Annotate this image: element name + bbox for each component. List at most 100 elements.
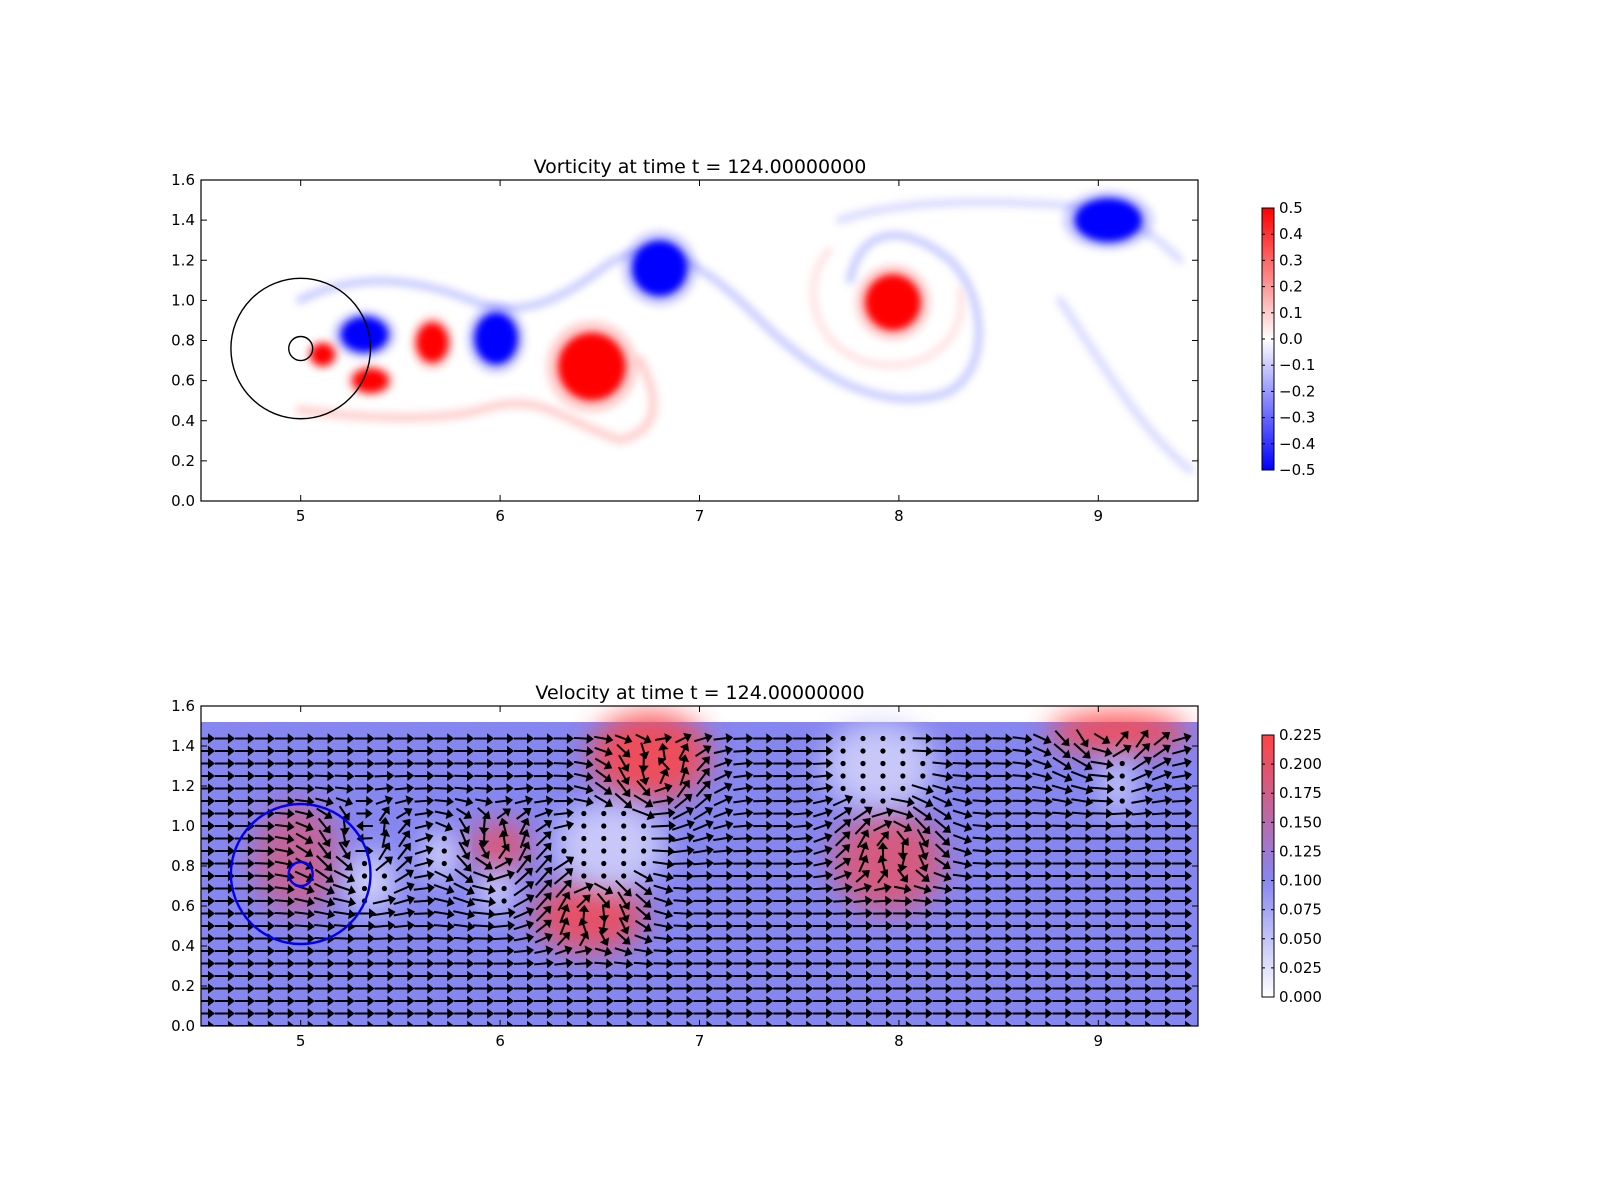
quiver-arrow [932, 795, 953, 808]
quiver-arrow [274, 846, 295, 857]
quiver-arrow [713, 858, 734, 869]
quiver-arrow [694, 732, 713, 743]
quiver-arrow [893, 820, 913, 833]
quiver-arrow [513, 907, 535, 919]
quiver-arrow [673, 908, 694, 919]
quiver-arrow [397, 842, 411, 860]
quiver-arrow [1132, 958, 1153, 969]
quiver-arrow [414, 920, 435, 932]
quiver-arrow [201, 1020, 215, 1026]
quiver-arrow [793, 958, 814, 969]
quiver-arrow [494, 970, 515, 982]
quiver-arrow [835, 844, 851, 859]
quiver-arrow [354, 933, 375, 944]
quiver-arrow [514, 783, 534, 794]
quiver-arrow [892, 1020, 913, 1026]
quiver-arrow [493, 920, 516, 931]
quiver-arrow [1070, 770, 1094, 783]
quiver-arrow [594, 958, 614, 969]
quiver-arrow [613, 1020, 634, 1026]
quiver-arrow [313, 909, 336, 920]
quiver-arrow [733, 820, 754, 831]
quiver-arrow [753, 883, 774, 894]
quiver-arrow [1112, 908, 1133, 919]
quiver-arrow [1012, 733, 1033, 745]
quiver-arrow [992, 808, 1013, 819]
quiver-arrow [1072, 820, 1093, 832]
quiver-arrow [813, 832, 833, 843]
quiver-arrow [1131, 756, 1152, 771]
quiver-arrow [334, 983, 355, 994]
quiver-arrow [912, 995, 933, 1007]
quiver-arrow [214, 745, 235, 757]
quiver-arrow [394, 933, 415, 944]
quiver-arrow [214, 895, 235, 907]
quiver-arrow [952, 871, 973, 882]
quiver-arrow [274, 733, 295, 744]
quiver-arrow [992, 770, 1013, 782]
quiver-arrow [1052, 895, 1073, 907]
quiver-arrow [434, 733, 455, 744]
quiver-arrow [578, 931, 590, 947]
quiver-arrow [518, 841, 531, 862]
quiver-arrow [535, 854, 552, 874]
quiver-arrow [374, 945, 395, 957]
quiver-arrow [1092, 883, 1113, 894]
negative-vortex [340, 316, 389, 353]
quiver-arrow [812, 782, 834, 794]
colorbar-tick-label: 0.2 [1279, 278, 1303, 296]
quiver-arrow [992, 758, 1013, 769]
quiver-arrow [892, 920, 913, 932]
quiver-arrow [474, 1008, 495, 1019]
quiver-dot [840, 748, 846, 754]
quiver-arrow [474, 733, 495, 744]
quiver-dot [601, 860, 607, 867]
quiver-arrow [493, 945, 515, 957]
quiver-arrow [713, 883, 734, 894]
quiver-arrow [853, 908, 873, 919]
quiver-arrow [890, 796, 915, 808]
quiver-arrow [1072, 895, 1093, 907]
x-tick-label: 7 [695, 1032, 705, 1050]
quiver-arrow [952, 1020, 973, 1026]
quiver-arrow [912, 983, 933, 994]
quiver-arrow [535, 820, 553, 833]
quiver-arrow [673, 896, 694, 907]
quiver-arrow [294, 970, 315, 982]
quiver-arrow [653, 983, 674, 994]
y-tick-label: 0.4 [171, 412, 195, 430]
quiver-arrow [595, 769, 612, 782]
quiver-arrow [1053, 743, 1071, 759]
quiver-arrow [833, 958, 854, 969]
quiver-arrow [314, 933, 335, 944]
quiver-arrow [952, 895, 973, 907]
quiver-arrow [414, 770, 435, 782]
quiver-arrow [433, 896, 455, 907]
quiver-arrow [1172, 820, 1193, 832]
quiver-arrow [294, 995, 315, 1007]
quiver-arrow [494, 770, 514, 782]
quiver-dot [601, 810, 607, 817]
quiver-arrow [314, 921, 335, 932]
quiver-arrow [913, 884, 932, 895]
quiver-arrow [234, 808, 255, 819]
quiver-arrow [434, 995, 455, 1007]
quiver-arrow [892, 995, 913, 1007]
quiver-arrow [495, 795, 514, 806]
quiver-arrow [355, 845, 374, 857]
quiver-arrow [693, 806, 714, 821]
quiver-arrow [813, 845, 833, 856]
quiver-arrow [693, 870, 714, 882]
quiver-arrow [833, 970, 854, 982]
quiver-arrow [1153, 731, 1171, 746]
quiver-arrow [295, 844, 314, 858]
quiver-arrow [713, 958, 734, 969]
quiver-arrow [693, 1008, 714, 1019]
quiver-arrow [453, 921, 475, 932]
quiver-arrow [553, 1008, 574, 1019]
quiver-arrow [334, 970, 355, 982]
quiver-arrow [678, 754, 690, 773]
quiver-arrow [633, 995, 654, 1007]
quiver-arrow [413, 882, 435, 894]
quiver-arrow [214, 983, 235, 994]
